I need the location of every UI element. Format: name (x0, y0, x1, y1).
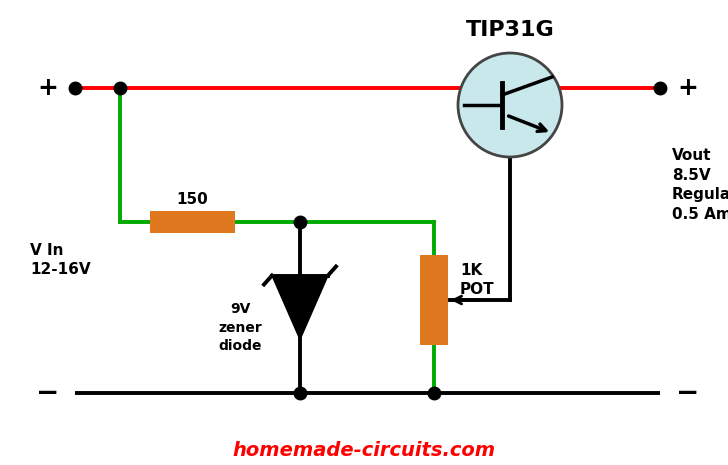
Text: −: − (36, 379, 60, 407)
Bar (150, 211, 235, 233)
Text: V In
12-16V: V In 12-16V (30, 243, 90, 278)
Text: Vout
8.5V
Regulated
0.5 Amps: Vout 8.5V Regulated 0.5 Amps (672, 148, 728, 222)
Text: 9V
zener
diode: 9V zener diode (218, 302, 262, 353)
Text: 1K
POT: 1K POT (460, 263, 494, 298)
Text: −: − (676, 379, 700, 407)
Circle shape (458, 53, 562, 157)
Text: TIP31G: TIP31G (466, 20, 555, 40)
Text: +: + (38, 76, 58, 100)
Text: homemade-circuits.com: homemade-circuits.com (232, 440, 496, 459)
Polygon shape (272, 275, 328, 339)
Text: +: + (678, 76, 698, 100)
Text: 150: 150 (176, 192, 208, 207)
Bar (420, 255, 448, 345)
